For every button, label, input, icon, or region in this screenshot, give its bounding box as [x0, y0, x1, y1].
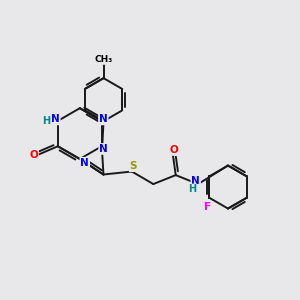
Text: CH₃: CH₃ — [94, 55, 113, 64]
Text: O: O — [170, 145, 178, 155]
Text: N: N — [80, 158, 89, 168]
Text: N: N — [99, 144, 108, 154]
Text: N: N — [99, 114, 108, 124]
Text: N: N — [51, 114, 60, 124]
Text: F: F — [204, 202, 211, 212]
Text: S: S — [130, 161, 137, 171]
Text: H: H — [188, 184, 196, 194]
Text: N: N — [191, 176, 200, 186]
Text: O: O — [29, 150, 38, 160]
Text: H: H — [42, 116, 51, 126]
